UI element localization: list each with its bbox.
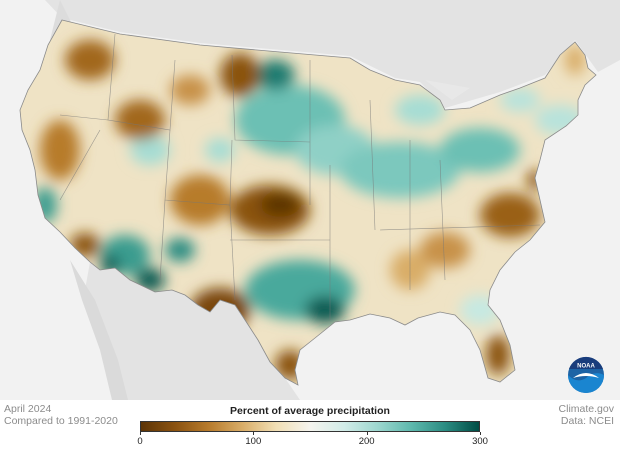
precipitation-map: NOAA	[0, 0, 620, 400]
us-map-svg	[0, 0, 620, 400]
site-credit: Climate.gov	[558, 403, 614, 415]
noaa-logo: NOAA	[568, 356, 604, 393]
date-info: April 2024 Compared to 1991-2020	[4, 403, 118, 427]
legend-tick-label: 200	[358, 436, 375, 447]
legend-tick-mark	[140, 432, 141, 435]
legend-title: Percent of average precipitation	[230, 405, 390, 417]
legend-tick-label: 300	[472, 436, 488, 447]
us-outline	[19, 19, 597, 386]
legend-tick-label: 0	[137, 436, 143, 447]
period-label: April 2024	[4, 403, 52, 415]
legend-tick-mark	[480, 432, 481, 435]
canada-landmass	[0, 0, 620, 108]
lake-superior	[425, 80, 470, 100]
legend-tick-mark	[366, 432, 368, 435]
credits: Climate.gov Data: NCEI	[559, 403, 614, 427]
mexico-landmass	[85, 262, 300, 400]
footer: April 2024 Compared to 1991-2020 Percent…	[0, 400, 620, 450]
legend-tick-mark	[253, 432, 255, 435]
noaa-logo-text: NOAA	[577, 364, 595, 370]
data-source-credit: Data: NCEI	[560, 415, 614, 427]
state-boundaries	[59, 33, 541, 320]
baja-california	[70, 260, 128, 400]
comparison-label: Compared to 1991-2020	[4, 415, 118, 427]
legend-tick-label: 100	[245, 436, 262, 447]
legend-color-bar	[140, 421, 480, 432]
